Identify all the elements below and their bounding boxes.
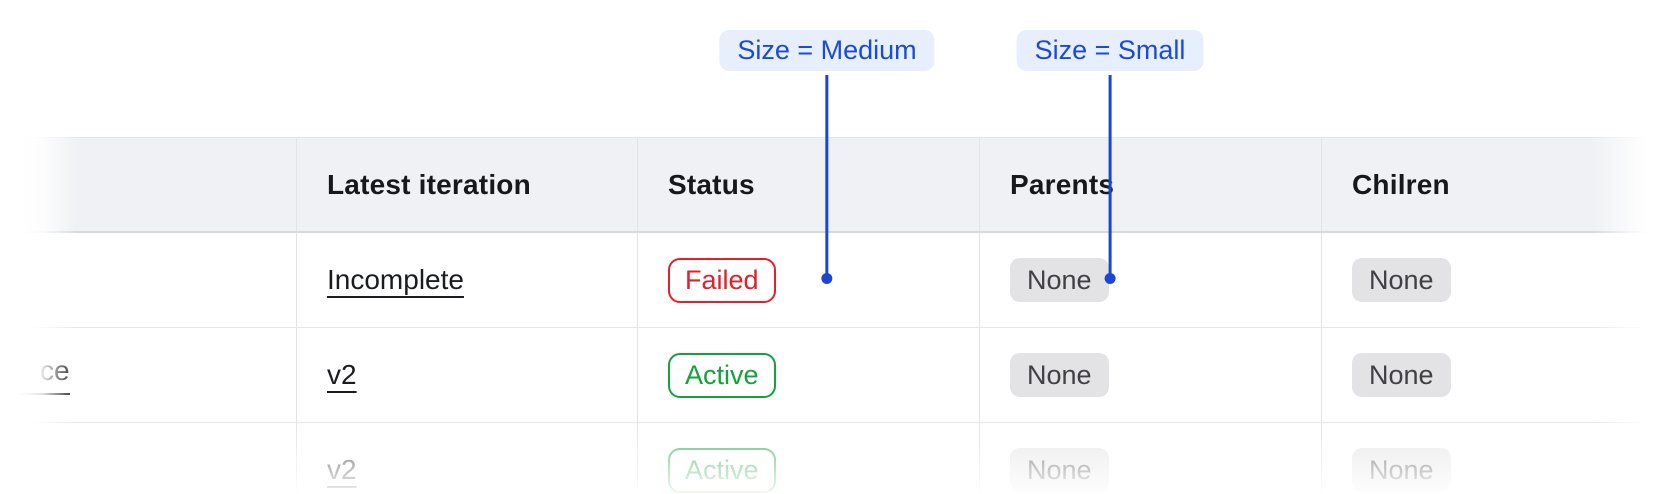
parents-badge: None bbox=[1010, 353, 1109, 397]
latest-iteration-link[interactable]: Incomplete bbox=[327, 264, 464, 295]
header-cell-status: Status bbox=[638, 138, 980, 231]
children-badge: None bbox=[1352, 258, 1451, 302]
annotation-callout-medium: Size = Medium bbox=[719, 30, 935, 284]
cell-status: Active bbox=[638, 423, 980, 494]
annotation-pointer-line bbox=[825, 75, 829, 274]
cell-name: ce bbox=[0, 328, 297, 422]
table-row: v2 Active None None bbox=[0, 423, 1664, 494]
cell-children: None bbox=[1322, 328, 1664, 422]
parents-badge: None bbox=[1010, 258, 1109, 302]
children-badge: None bbox=[1352, 448, 1451, 492]
status-badge-failed: Failed bbox=[668, 257, 776, 303]
parents-badge: None bbox=[1010, 448, 1109, 492]
cell-parents: None bbox=[980, 233, 1322, 327]
status-badge-active: Active bbox=[668, 352, 776, 398]
cell-parents: None bbox=[980, 423, 1322, 494]
table-header-row: Latest iteration Status Parents Chilren bbox=[0, 137, 1664, 233]
cell-children: None bbox=[1322, 423, 1664, 494]
annotation-callout-small: Size = Small bbox=[1016, 30, 1204, 284]
table-row: ce v2 Active None None bbox=[0, 328, 1664, 423]
header-cell-name bbox=[0, 138, 297, 231]
children-badge: None bbox=[1352, 353, 1451, 397]
cell-name bbox=[0, 233, 297, 327]
latest-iteration-link[interactable]: v2 bbox=[327, 454, 357, 485]
annotation-pill: Size = Small bbox=[1016, 30, 1204, 71]
cell-parents: None bbox=[980, 328, 1322, 422]
header-cell-latest-iteration: Latest iteration bbox=[297, 138, 638, 231]
name-link-cut[interactable]: ce bbox=[12, 355, 70, 395]
cell-latest-iteration: Incomplete bbox=[297, 233, 638, 327]
latest-iteration-link[interactable]: v2 bbox=[327, 359, 357, 390]
annotation-pill: Size = Medium bbox=[719, 30, 935, 71]
cell-latest-iteration: v2 bbox=[297, 328, 638, 422]
cell-status: Active bbox=[638, 328, 980, 422]
header-cell-parents: Parents bbox=[980, 138, 1322, 231]
cell-status: Failed bbox=[638, 233, 980, 327]
annotation-pointer-line bbox=[1108, 75, 1112, 274]
header-cell-children: Chilren bbox=[1352, 168, 1450, 200]
cell-children: None bbox=[1322, 233, 1664, 327]
annotation-pointer-dot bbox=[821, 273, 833, 284]
table-row: Incomplete Failed None None bbox=[0, 233, 1664, 328]
cell-name bbox=[0, 423, 297, 494]
annotation-pointer-dot bbox=[1104, 273, 1116, 284]
status-badge-active: Active bbox=[668, 447, 776, 493]
cell-latest-iteration: v2 bbox=[297, 423, 638, 494]
